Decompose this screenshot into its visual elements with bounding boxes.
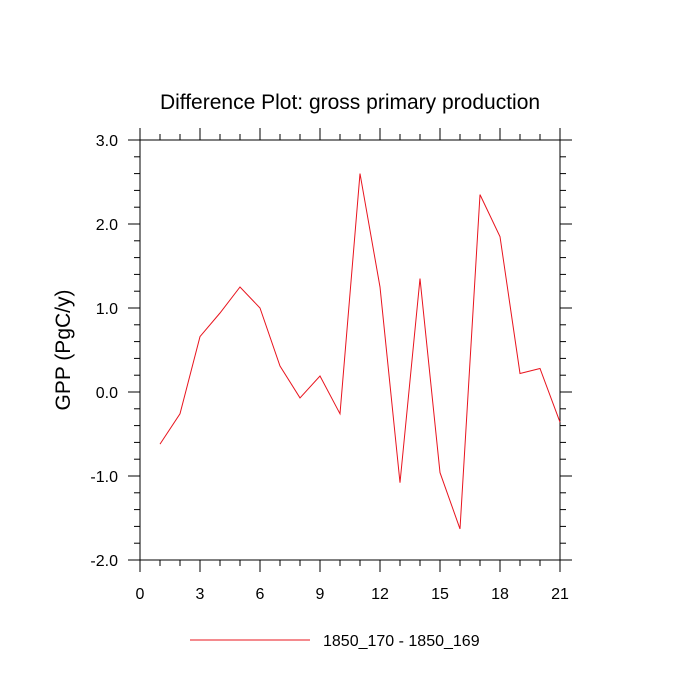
plot-frame (139, 139, 561, 561)
x-tick-label: 12 (371, 586, 389, 603)
x-tick-label: 9 (316, 586, 325, 603)
y-tick-label: 1.0 (96, 301, 118, 318)
axis-ticks (128, 128, 572, 572)
x-tick-label: 15 (431, 586, 449, 603)
y-tick-label: 2.0 (96, 217, 118, 234)
x-tick-label: 21 (551, 586, 569, 603)
legend-label: 1850_170 - 1850_169 (323, 633, 480, 650)
x-tick-label: 3 (196, 586, 205, 603)
x-tick-label: 18 (491, 586, 509, 603)
legend: 1850_170 - 1850_169 (190, 633, 480, 650)
y-tick-label: -1.0 (90, 469, 118, 486)
y-axis-label: GPP (PgC/y) (52, 290, 75, 411)
series-layer (159, 173, 561, 530)
y-tick-label: -2.0 (90, 553, 118, 570)
x-tick-label: 0 (136, 586, 145, 603)
x-tick-label: 6 (256, 586, 265, 603)
tick-labels: 0 3 6 9 12 15 18 21 -2.0 -1.0 0.0 1.0 2.0 3.0 (90, 133, 569, 603)
y-tick-label: 3.0 (96, 133, 118, 150)
series-line (159, 173, 561, 530)
y-tick-label: 0.0 (96, 385, 118, 402)
chart-title: Difference Plot: gross primary productio… (160, 91, 540, 114)
